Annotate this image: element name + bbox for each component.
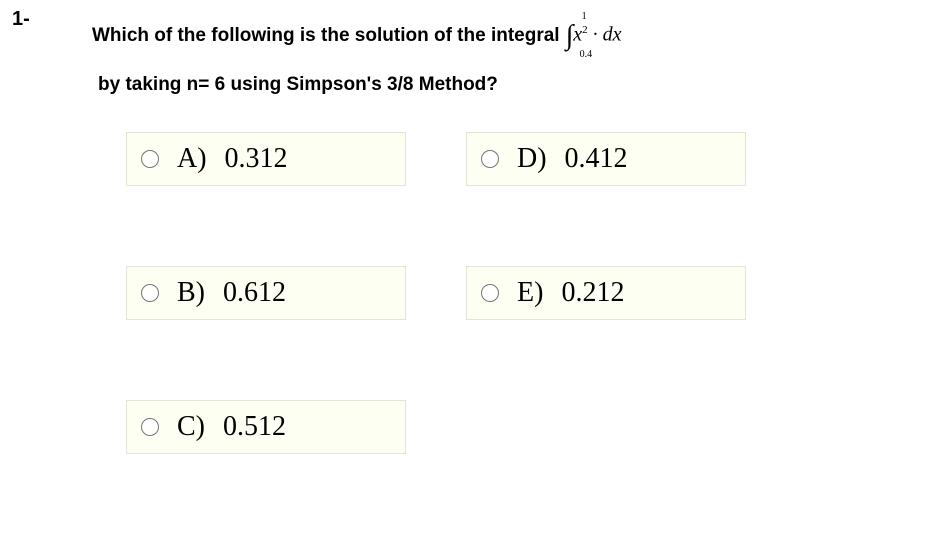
option-b[interactable]: B) 0.612	[126, 266, 406, 320]
option-e-value: 0.212	[561, 277, 624, 308]
option-d-value: 0.412	[565, 143, 628, 174]
option-d[interactable]: D) 0.412	[466, 132, 746, 186]
options-row-1: A) 0.312 D) 0.412	[126, 132, 826, 186]
option-e[interactable]: E) 0.212	[466, 266, 746, 320]
radio-a[interactable]	[141, 150, 159, 168]
radio-b[interactable]	[141, 284, 159, 302]
option-b-letter: B)	[177, 277, 205, 308]
option-a[interactable]: A) 0.312	[126, 132, 406, 186]
integral-expression: 1 ∫x2 · dx 0.4	[566, 12, 622, 60]
option-e-label: E) 0.212	[517, 277, 624, 309]
integral-lower-limit: 0.4	[580, 50, 593, 60]
option-c-label: C) 0.512	[177, 411, 286, 443]
question-text-part1: Which of the following is the solution o…	[92, 23, 560, 50]
radio-e[interactable]	[481, 284, 499, 302]
options-row-3: C) 0.512	[126, 400, 826, 454]
option-b-label: B) 0.612	[177, 277, 286, 309]
option-a-label: A) 0.312	[177, 143, 288, 175]
options-container: A) 0.312 D) 0.412 B) 0.612 E) 0.212	[126, 132, 826, 454]
question-line2: by taking n= 6 using Simpson's 3/8 Metho…	[92, 74, 892, 96]
option-a-value: 0.312	[225, 143, 288, 174]
integrand-suffix: · dx	[588, 24, 622, 46]
option-b-value: 0.612	[223, 277, 286, 308]
option-d-label: D) 0.412	[517, 143, 628, 175]
question-text: Which of the following is the solution o…	[92, 12, 892, 96]
option-e-letter: E)	[517, 277, 543, 308]
option-d-letter: D)	[517, 143, 547, 174]
integral-body: ∫x2 · dx	[566, 22, 622, 50]
integral-upper-limit: 1	[582, 12, 587, 22]
option-c[interactable]: C) 0.512	[126, 400, 406, 454]
question-number: 1-	[12, 8, 30, 31]
option-c-letter: C)	[177, 411, 205, 442]
option-a-letter: A)	[177, 143, 207, 174]
radio-d[interactable]	[481, 150, 499, 168]
option-c-value: 0.512	[223, 411, 286, 442]
radio-c[interactable]	[141, 418, 159, 436]
integrand-base: x	[573, 24, 582, 46]
options-row-2: B) 0.612 E) 0.212	[126, 266, 826, 320]
question-line1: Which of the following is the solution o…	[92, 12, 622, 60]
